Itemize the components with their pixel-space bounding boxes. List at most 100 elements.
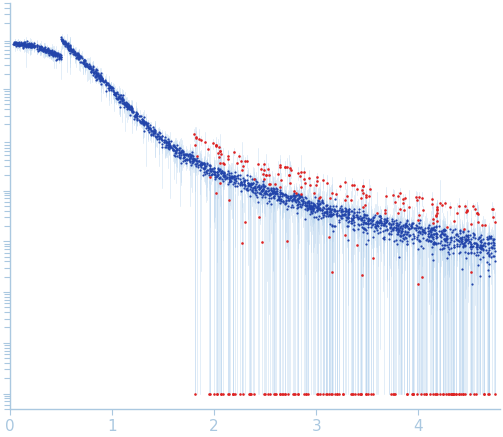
Point	[163, 135, 172, 142]
Point	[166, 143, 174, 150]
Point	[220, 170, 228, 177]
Point	[325, 234, 333, 241]
Point	[469, 234, 477, 241]
Point	[357, 390, 365, 397]
Point	[354, 390, 362, 397]
Point	[400, 206, 408, 213]
Point	[487, 250, 495, 257]
Point	[344, 237, 352, 244]
Point	[256, 185, 264, 192]
Point	[48, 48, 56, 55]
Point	[70, 49, 78, 55]
Point	[454, 236, 462, 243]
Point	[458, 237, 466, 244]
Point	[486, 244, 494, 251]
Point	[303, 205, 311, 212]
Point	[380, 234, 388, 241]
Point	[223, 173, 231, 180]
Point	[125, 106, 133, 113]
Point	[313, 207, 321, 214]
Point	[169, 142, 177, 149]
Point	[303, 200, 311, 207]
Point	[343, 213, 351, 220]
Point	[18, 40, 26, 47]
Point	[294, 191, 302, 198]
Point	[82, 60, 90, 67]
Point	[214, 164, 222, 171]
Point	[441, 241, 449, 248]
Point	[64, 42, 72, 49]
Point	[192, 160, 200, 167]
Point	[91, 69, 99, 76]
Point	[454, 232, 462, 239]
Point	[49, 52, 57, 59]
Point	[39, 47, 47, 54]
Point	[455, 390, 463, 397]
Point	[94, 69, 102, 76]
Point	[118, 96, 126, 103]
Point	[165, 140, 173, 147]
Point	[490, 244, 498, 251]
Point	[87, 68, 95, 75]
Point	[192, 390, 200, 397]
Point	[264, 187, 272, 194]
Point	[335, 390, 343, 397]
Point	[482, 246, 490, 253]
Point	[170, 147, 178, 154]
Point	[409, 231, 417, 238]
Point	[272, 390, 280, 397]
Point	[279, 191, 287, 198]
Point	[376, 224, 384, 231]
Point	[163, 142, 171, 149]
Point	[38, 46, 46, 53]
Point	[205, 390, 213, 397]
Point	[149, 128, 157, 135]
Point	[467, 240, 475, 247]
Point	[107, 84, 115, 91]
Point	[328, 228, 337, 235]
Point	[383, 214, 391, 221]
Point	[171, 143, 179, 150]
Point	[323, 205, 331, 212]
Point	[216, 174, 224, 181]
Point	[270, 187, 278, 194]
Point	[190, 152, 198, 159]
Point	[459, 228, 467, 235]
Point	[348, 390, 356, 397]
Point	[200, 161, 208, 168]
Point	[467, 268, 475, 275]
Point	[81, 62, 90, 69]
Point	[343, 205, 351, 212]
Point	[432, 241, 440, 248]
Point	[280, 192, 288, 199]
Point	[45, 49, 53, 56]
Point	[248, 187, 256, 194]
Point	[303, 203, 311, 210]
Point	[232, 172, 240, 179]
Point	[357, 195, 365, 202]
Point	[388, 226, 396, 233]
Point	[200, 166, 208, 173]
Point	[345, 205, 353, 212]
Point	[313, 208, 321, 215]
Point	[96, 78, 104, 85]
Point	[284, 203, 292, 210]
Point	[220, 176, 228, 183]
Point	[303, 201, 311, 208]
Point	[305, 198, 313, 205]
Point	[416, 224, 424, 231]
Point	[290, 195, 298, 202]
Point	[75, 53, 83, 60]
Point	[209, 167, 217, 174]
Point	[216, 167, 224, 174]
Point	[262, 187, 270, 194]
Point	[264, 184, 272, 191]
Point	[364, 215, 372, 222]
Point	[322, 205, 330, 212]
Point	[281, 390, 289, 397]
Point	[230, 173, 238, 180]
Point	[23, 38, 31, 45]
Point	[469, 243, 477, 250]
Point	[325, 390, 333, 397]
Point	[151, 127, 159, 134]
